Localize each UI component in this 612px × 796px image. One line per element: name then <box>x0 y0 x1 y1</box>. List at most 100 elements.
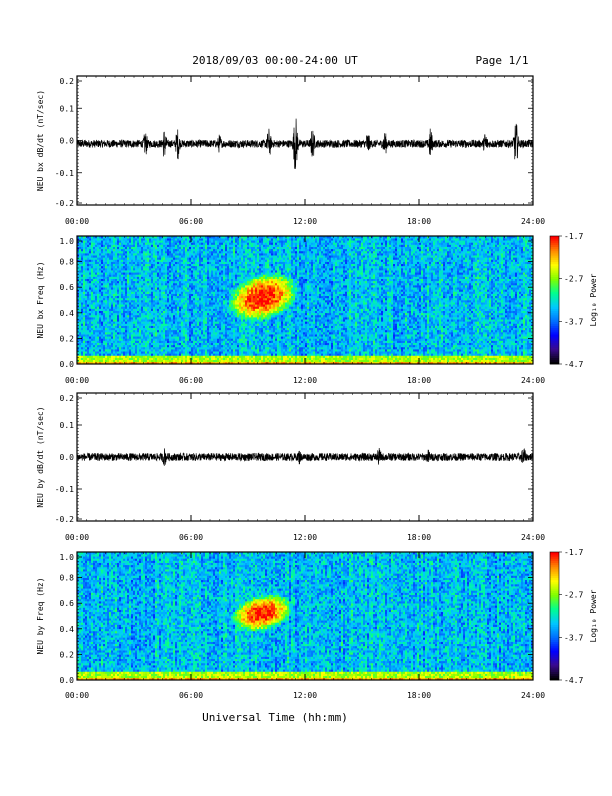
spectrogram-cell <box>199 345 201 347</box>
spectrogram-cell <box>177 360 179 362</box>
spectrogram-cell <box>203 358 205 360</box>
spectrogram-cell <box>167 304 169 306</box>
spectrogram-cell <box>133 294 135 296</box>
spectrogram-cell <box>115 347 117 349</box>
spectrogram-cell <box>161 341 163 343</box>
spectrogram-cell <box>167 306 169 308</box>
spectrogram-cell <box>151 238 153 240</box>
spectrogram-cell <box>185 245 187 247</box>
spectrogram-cell <box>149 264 151 266</box>
spectrogram-cell <box>207 358 209 360</box>
spectrogram-cell <box>147 255 149 257</box>
spectrogram-cell <box>189 345 191 347</box>
spectrogram-cell <box>89 311 91 313</box>
spectrogram-cell <box>91 309 93 311</box>
spectrogram-cell <box>79 255 81 257</box>
spectrogram-cell <box>181 268 183 270</box>
spectrogram-cell <box>203 270 205 272</box>
spectrogram-cell <box>207 353 209 355</box>
spectrogram-cell <box>211 255 213 257</box>
spectrogram-cell <box>179 311 181 313</box>
spectrogram-cell <box>107 283 109 285</box>
spectrogram-cell <box>113 347 115 349</box>
spectrogram-cell <box>191 279 193 281</box>
spectrogram-cell <box>221 347 223 349</box>
spectrogram-cell <box>155 249 157 251</box>
spectrogram-cell <box>215 291 217 293</box>
spectrogram-cell <box>187 315 189 317</box>
spectrogram-cell <box>115 326 117 328</box>
spectrogram-cell <box>141 249 143 251</box>
spectrogram-cell <box>219 311 221 313</box>
spectrogram-cell <box>199 353 201 355</box>
spectrogram-cell <box>189 321 191 323</box>
spectrogram-cell <box>95 332 97 334</box>
spectrogram-cell <box>159 281 161 283</box>
spectrogram-cell <box>171 343 173 345</box>
spectrogram-cell <box>159 332 161 334</box>
spectrogram-cell <box>169 277 171 279</box>
spectrogram-cell <box>83 262 85 264</box>
spectrogram-cell <box>97 328 99 330</box>
spectrogram-cell <box>119 355 121 357</box>
spectrogram-cell <box>165 266 167 268</box>
spectrogram-cell <box>123 304 125 306</box>
spectrogram-cell <box>105 321 107 323</box>
spectrogram-cell <box>213 289 215 291</box>
spectrogram-cell <box>83 249 85 251</box>
spectrogram-cell <box>157 328 159 330</box>
spectrogram-cell <box>109 306 111 308</box>
spectrogram-cell <box>209 330 211 332</box>
spectrogram-cell <box>181 287 183 289</box>
spectrogram-cell <box>193 313 195 315</box>
spectrogram-cell <box>227 285 229 287</box>
spectrogram-cell <box>105 272 107 274</box>
spectrogram-cell <box>91 336 93 338</box>
spectrogram-cell <box>197 338 199 340</box>
spectrogram-cell <box>133 283 135 285</box>
spectrogram-cell <box>127 294 129 296</box>
spectrogram-cell <box>97 343 99 345</box>
spectrogram-cell <box>231 242 233 244</box>
spectrogram-cell <box>137 264 139 266</box>
spectrogram-cell <box>169 360 171 362</box>
spectrogram-cell <box>107 309 109 311</box>
spectrogram-cell <box>113 341 115 343</box>
spectrogram-cell <box>219 306 221 308</box>
spectrogram-cell <box>221 245 223 247</box>
spectrogram-cell <box>81 247 83 249</box>
spectrogram-cell <box>91 255 93 257</box>
spectrogram-cell <box>147 238 149 240</box>
spectrogram-cell <box>213 360 215 362</box>
spectrogram-cell <box>121 358 123 360</box>
spectrogram-cell <box>107 302 109 304</box>
spectrogram-cell <box>215 315 217 317</box>
spectrogram-cell <box>209 264 211 266</box>
spectrogram-cell <box>137 285 139 287</box>
spectrogram-cell <box>151 351 153 353</box>
spectrogram-cell <box>151 315 153 317</box>
spectrogram-cell <box>171 291 173 293</box>
spectrogram-cell <box>197 319 199 321</box>
spectrogram-cell <box>119 253 121 255</box>
spectrogram-cell <box>115 296 117 298</box>
spectrogram-cell <box>151 255 153 257</box>
spectrogram-cell <box>191 268 193 270</box>
spectrogram-cell <box>233 351 235 353</box>
spectrogram-cell <box>219 298 221 300</box>
spectrogram-cell <box>233 283 235 285</box>
spectrogram-cell <box>169 289 171 291</box>
spectrogram-cell <box>167 283 169 285</box>
spectrogram-cell <box>83 341 85 343</box>
spectrogram-cell <box>199 249 201 251</box>
spectrogram-cell <box>227 253 229 255</box>
spectrogram-cell <box>153 281 155 283</box>
spectrogram-cell <box>149 287 151 289</box>
spectrogram-cell <box>209 334 211 336</box>
spectrogram-cell <box>119 294 121 296</box>
spectrogram-cell <box>141 300 143 302</box>
spectrogram-cell <box>157 245 159 247</box>
spectrogram-cell <box>183 274 185 276</box>
spectrogram-cell <box>79 343 81 345</box>
spectrogram-cell <box>217 311 219 313</box>
